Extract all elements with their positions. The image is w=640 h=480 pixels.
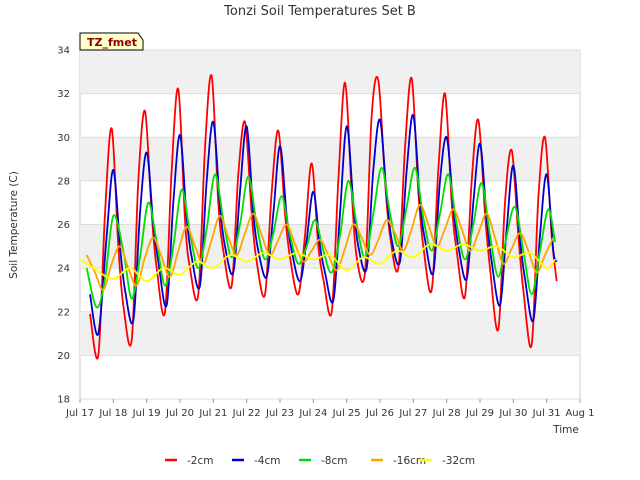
x-tick-label: Jul 25: [332, 408, 361, 419]
y-tick-label: 34: [57, 46, 70, 57]
chart-title: Tonzi Soil Temperatures Set B: [223, 4, 416, 19]
x-tick-label: Jul 18: [98, 408, 127, 419]
x-tick-label: Jul 22: [232, 408, 261, 419]
y-tick-label: 30: [57, 133, 70, 144]
x-tick-label: Jul 28: [432, 408, 461, 419]
series-line-minus-4cm: [89, 114, 558, 336]
x-tick-label: Jul 17: [65, 408, 94, 419]
grid-lines: [80, 49, 580, 400]
x-axis: Jul 17 Jul 18 Jul 19 Jul 20 Jul 21 Jul 22 Jul …: [65, 399, 595, 419]
x-tick-label: Jul 23: [265, 408, 294, 419]
x-tick-label: Jul 20: [165, 408, 194, 419]
series-layer: [79, 74, 558, 360]
series-line-minus-32cm: [79, 243, 556, 283]
y-axis: 18 20 22 24 26 28 30 32 34: [57, 46, 70, 406]
y-axis-label: Soil Temperature (C): [8, 171, 20, 279]
legend-label: -32cm: [442, 455, 475, 467]
legend: -2cm -4cm -8cm -16cm -32cm: [165, 455, 475, 467]
x-tick-label: Jul 31: [532, 408, 561, 419]
station-badge: TZ_fmet: [79, 32, 144, 51]
x-tick-label: Jul 24: [298, 408, 327, 419]
x-tick-label: Jul 26: [365, 408, 394, 419]
x-tick-label: Aug 1: [565, 408, 594, 419]
y-tick-label: 26: [57, 220, 70, 231]
grid-band: [80, 137, 580, 181]
x-axis-label: Time: [552, 424, 579, 436]
x-tick-label: Jul 27: [398, 408, 427, 419]
y-tick-label: 32: [57, 89, 70, 100]
y-tick-label: 18: [57, 395, 70, 406]
y-tick-label: 24: [57, 264, 70, 275]
x-tick-label: Jul 29: [465, 408, 494, 419]
y-tick-label: 28: [57, 176, 70, 187]
x-tick-label: Jul 19: [132, 408, 161, 419]
series-line-minus-8cm: [85, 166, 556, 309]
x-tick-label: Jul 30: [498, 408, 527, 419]
y-tick-label: 20: [57, 351, 70, 362]
station-badge-label: TZ_fmet: [87, 36, 137, 49]
grid-bands: [80, 50, 580, 356]
y-tick-label: 22: [57, 307, 70, 318]
legend-label: -2cm: [187, 455, 213, 467]
grid-band: [80, 50, 580, 94]
series-line-minus-16cm: [85, 204, 555, 291]
legend-label: -4cm: [254, 455, 280, 467]
legend-label: -16cm: [393, 455, 426, 467]
x-tick-label: Jul 21: [198, 408, 227, 419]
grid-band: [80, 311, 580, 356]
legend-label: -8cm: [321, 455, 347, 467]
